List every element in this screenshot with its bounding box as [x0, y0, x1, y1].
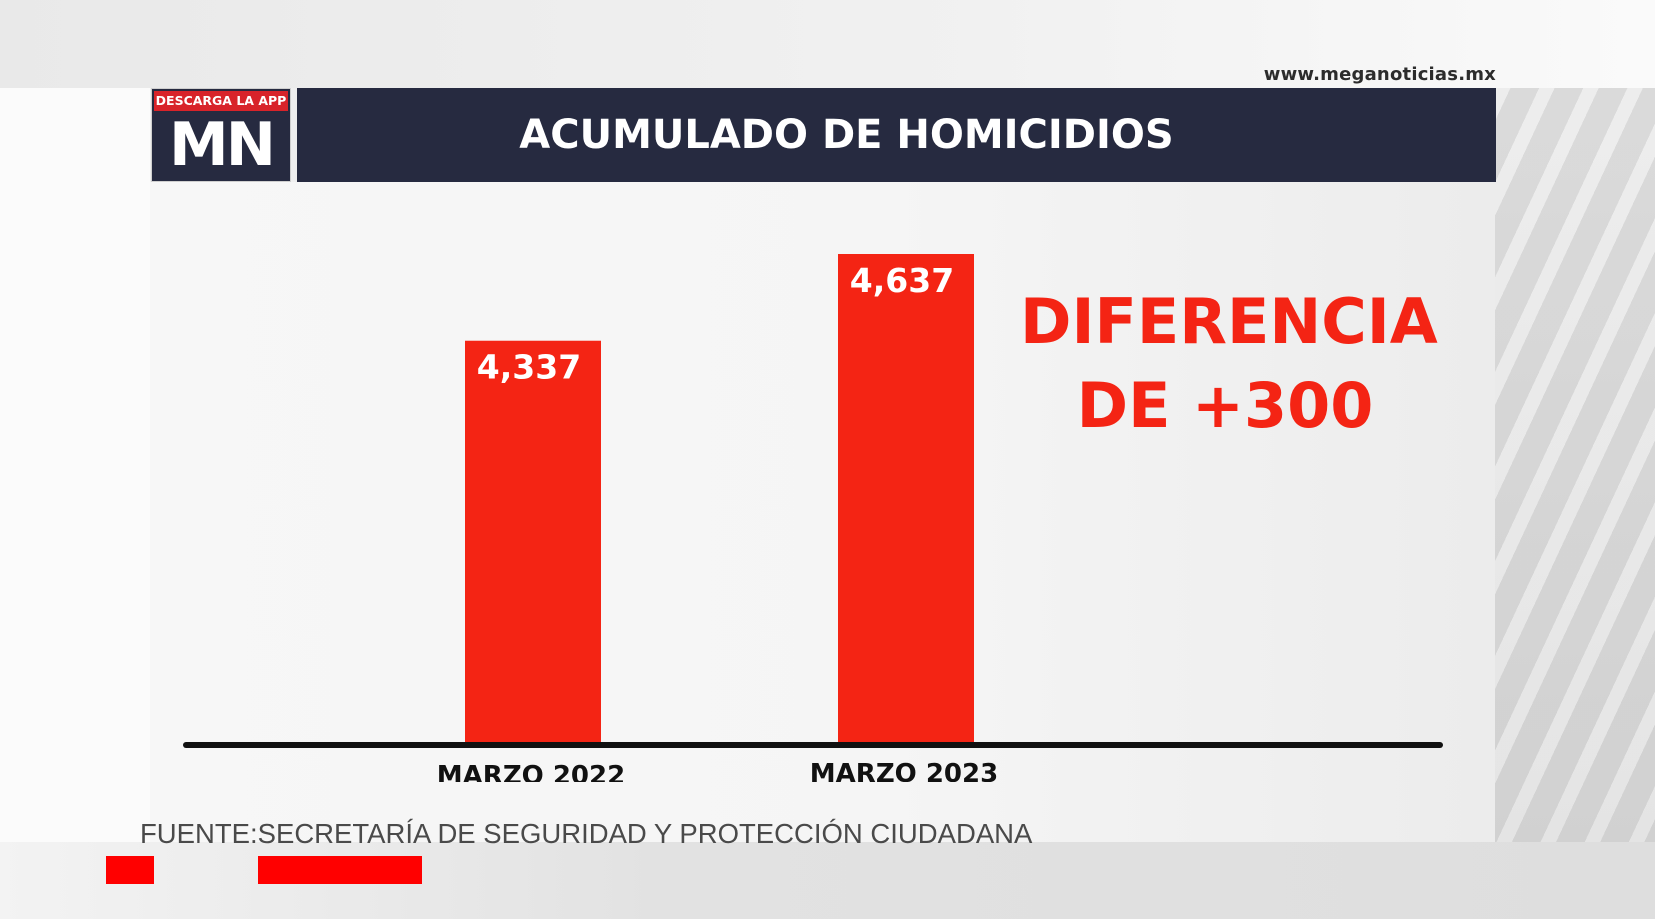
- difference-line-1: DIFERENCIA: [1020, 285, 1438, 358]
- bar-chart: 4,337 MARZO 2022 4,637 MARZO 2023: [183, 254, 1443, 782]
- red-accent-block: [106, 856, 154, 884]
- difference-annotation: DIFERENCIA DE +300: [1020, 280, 1438, 460]
- bar-value-label: 4,337: [477, 348, 581, 387]
- red-accent-block: [258, 856, 422, 884]
- chart-title: ACUMULADO DE HOMICIDIOS: [297, 88, 1496, 182]
- bar-value-label: 4,637: [850, 261, 954, 300]
- left-band: [0, 88, 150, 842]
- difference-line-2: DE +300: [1076, 369, 1374, 442]
- category-label: MARZO 2022: [437, 761, 625, 782]
- top-band: [0, 0, 1655, 88]
- bar: [465, 340, 601, 744]
- app-logo: DESCARGA LA APP MN: [151, 88, 291, 182]
- bar: [838, 254, 974, 744]
- category-label: MARZO 2023: [810, 759, 998, 782]
- background-texture: [1495, 88, 1655, 842]
- site-url: www.meganoticias.mx: [1263, 64, 1496, 85]
- logo-mark: MN: [169, 110, 276, 180]
- chart-panel: [150, 182, 1495, 842]
- source-note: FUENTE:SECRETARÍA DE SEGURIDAD Y PROTECC…: [140, 818, 1033, 849]
- bottom-band: [0, 842, 1655, 919]
- download-app-tag: DESCARGA LA APP: [154, 91, 288, 111]
